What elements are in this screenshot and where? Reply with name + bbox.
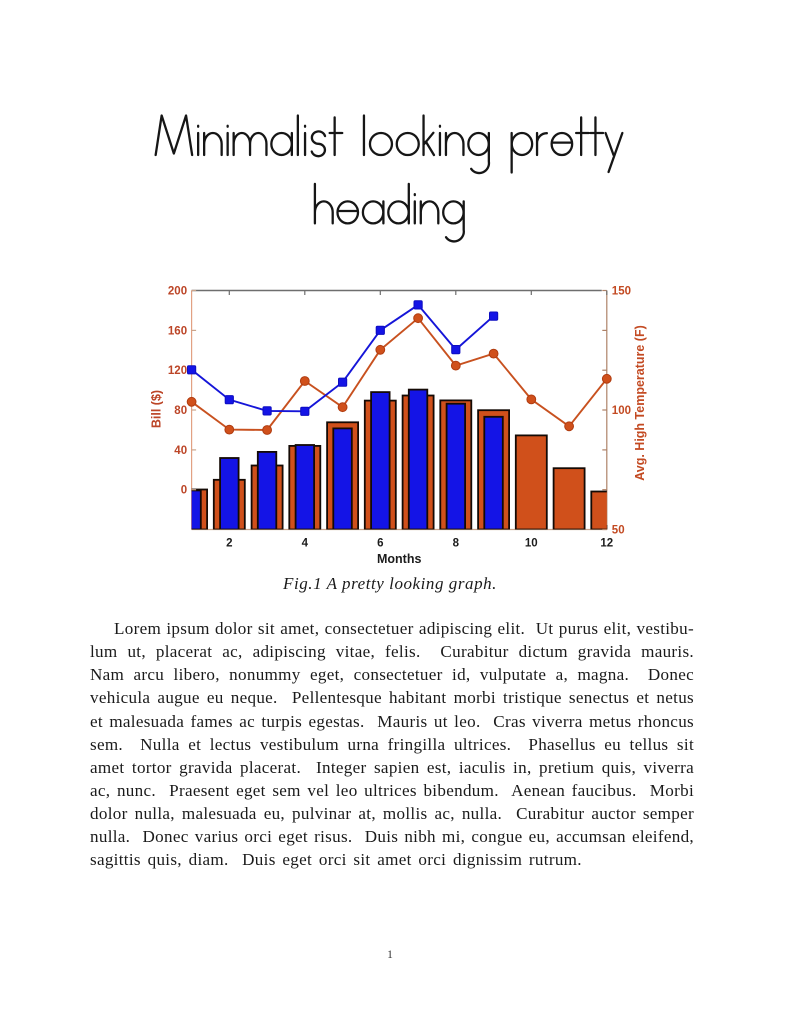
svg-text:2: 2 bbox=[226, 537, 232, 549]
svg-text:4: 4 bbox=[302, 537, 309, 549]
svg-text:160: 160 bbox=[168, 325, 187, 337]
svg-text:Bill ($): Bill ($) bbox=[150, 390, 164, 428]
svg-text:8: 8 bbox=[453, 537, 460, 549]
svg-text:120: 120 bbox=[168, 365, 187, 377]
svg-text:40: 40 bbox=[174, 445, 187, 457]
svg-text:6: 6 bbox=[377, 537, 383, 549]
svg-text:Months: Months bbox=[377, 552, 421, 566]
svg-text:Avg. High Temperature (F): Avg. High Temperature (F) bbox=[633, 325, 647, 481]
svg-text:200: 200 bbox=[168, 286, 187, 298]
svg-text:80: 80 bbox=[174, 405, 187, 417]
svg-text:12: 12 bbox=[600, 537, 613, 549]
svg-text:10: 10 bbox=[525, 537, 538, 549]
svg-text:50: 50 bbox=[612, 525, 625, 537]
svg-text:100: 100 bbox=[612, 405, 631, 417]
svg-text:0: 0 bbox=[181, 485, 187, 497]
svg-text:150: 150 bbox=[612, 286, 631, 298]
